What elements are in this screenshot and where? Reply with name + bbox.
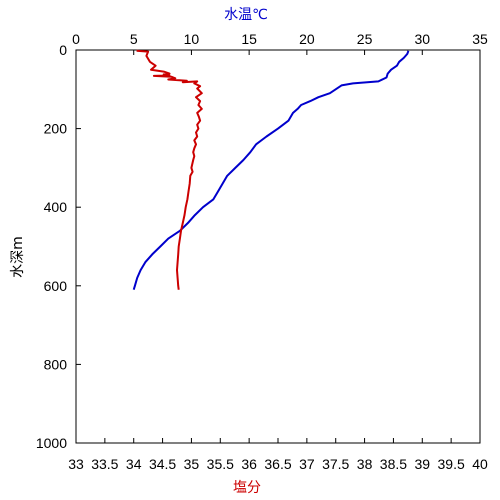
bottom-tick-label: 37.5 (322, 456, 349, 472)
salinity-series-line (136, 49, 203, 290)
bottom-tick-label: 39 (414, 456, 430, 472)
y-axis-title: 水深m (10, 236, 26, 278)
bottom-tick-label: 36 (241, 456, 257, 472)
y-axis-ticks: 0 200 400 600 800 1000 (36, 42, 81, 451)
top-tick-label: 5 (130, 31, 138, 47)
bottom-tick-label: 37 (299, 456, 315, 472)
top-tick-label: 30 (414, 31, 430, 47)
bottom-axis-title: 塩分 (233, 480, 261, 496)
bottom-tick-label: 38.5 (380, 456, 407, 472)
top-tick-label: 0 (72, 31, 80, 47)
top-tick-label: 35 (472, 31, 488, 47)
bottom-tick-label: 34 (126, 456, 142, 472)
bottom-tick-label: 38 (357, 456, 373, 472)
y-tick-label: 0 (59, 42, 67, 58)
y-tick-label: 600 (44, 278, 68, 294)
y-tick-label: 800 (44, 356, 68, 372)
bottom-tick-label: 34.5 (149, 456, 176, 472)
temperature-series-line (132, 50, 410, 290)
series-layer (132, 49, 410, 290)
bottom-tick-label: 40 (472, 456, 488, 472)
y-tick-label: 1000 (36, 435, 67, 451)
y-tick-label: 400 (44, 199, 68, 215)
top-axis-ticks: 0 5 10 15 20 25 30 35 (72, 31, 488, 55)
bottom-tick-label: 35.5 (207, 456, 234, 472)
bottom-tick-label: 33 (68, 456, 84, 472)
bottom-tick-label: 36.5 (264, 456, 291, 472)
bottom-axis-ticks: 33 33.5 34 34.5 35 35.5 36 36.5 37 37.5 38 38.5 39 39… (68, 438, 488, 472)
top-axis-title: 水温℃ (224, 7, 268, 23)
y-tick-label: 200 (44, 121, 68, 137)
bottom-tick-label: 33.5 (91, 456, 118, 472)
bottom-tick-label: 35 (184, 456, 200, 472)
bottom-tick-label: 39.5 (438, 456, 465, 472)
top-tick-label: 20 (299, 31, 315, 47)
top-tick-label: 25 (357, 31, 373, 47)
top-tick-label: 15 (241, 31, 257, 47)
top-tick-label: 10 (184, 31, 200, 47)
